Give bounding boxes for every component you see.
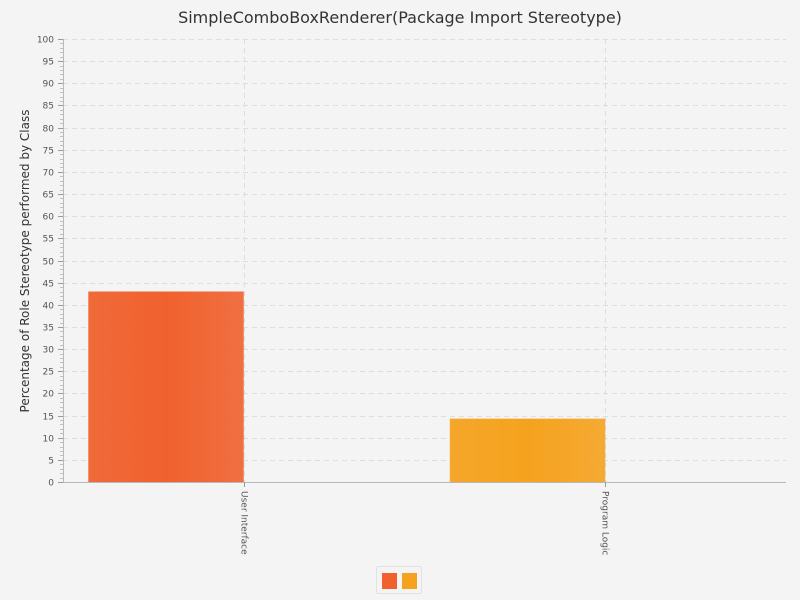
y-tick-label: 50 xyxy=(43,258,55,268)
y-tick-label: 75 xyxy=(43,147,54,157)
x-tick-labels: User Interface Program Logic xyxy=(239,491,610,555)
x-tick-label: User Interface xyxy=(239,491,249,555)
y-tick-label: 90 xyxy=(43,80,55,90)
y-tick-label: 95 xyxy=(43,58,54,68)
legend xyxy=(376,566,422,594)
bar-program-logic xyxy=(449,418,606,482)
grid xyxy=(63,39,786,482)
y-tick-label: 85 xyxy=(43,102,54,112)
y-tick-label: 20 xyxy=(43,390,55,400)
legend-swatch-series-2 xyxy=(402,573,417,589)
y-tick-label: 35 xyxy=(43,324,54,334)
y-tick-label: 100 xyxy=(37,36,54,46)
y-tick-label: 25 xyxy=(43,368,54,378)
legend-swatch-series-1 xyxy=(382,573,397,589)
y-tick-label: 55 xyxy=(43,235,54,245)
chart-title: SimpleComboBoxRenderer(Package Import St… xyxy=(178,8,622,27)
y-tick-label: 65 xyxy=(43,191,54,201)
bars xyxy=(88,291,606,482)
axes: 0 5 10 15 20 25 30 35 40 45 50 55 60 65 70 75 80 85 90 95 10… xyxy=(37,36,786,489)
y-tick-label: 0 xyxy=(48,479,54,489)
y-tick-label: 15 xyxy=(43,413,54,423)
y-axis-label: Percentage of Role Stereotype performed … xyxy=(18,110,32,413)
y-tick-label: 30 xyxy=(43,346,55,356)
x-tick-label: Program Logic xyxy=(600,491,610,555)
y-tick-label: 70 xyxy=(43,169,55,179)
y-tick-label: 5 xyxy=(48,457,54,467)
y-tick-label: 40 xyxy=(43,302,55,312)
bar-user-interface xyxy=(88,291,244,482)
y-tick-label: 45 xyxy=(43,280,54,290)
y-tick-label: 10 xyxy=(43,435,55,445)
y-tick-label: 60 xyxy=(43,213,55,223)
y-tick-label: 80 xyxy=(43,125,55,135)
